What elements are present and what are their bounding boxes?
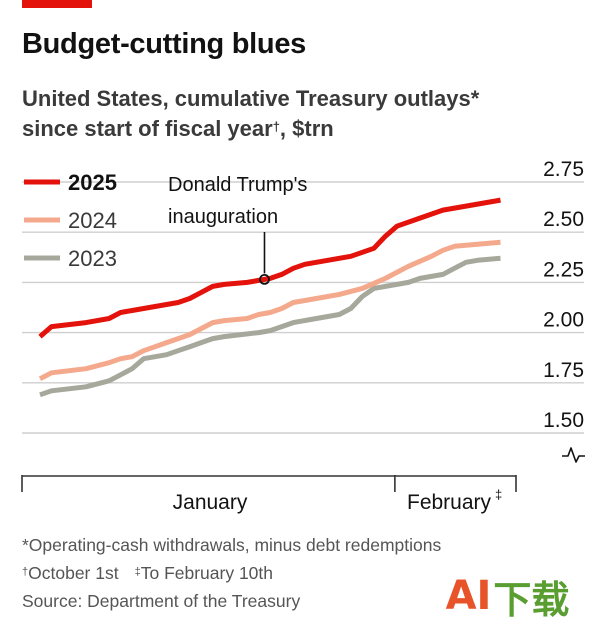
axis-break-icon <box>562 447 585 463</box>
legend: 2025 2024 2023 <box>24 170 117 271</box>
legend-label-2023: 2023 <box>68 246 117 271</box>
x-label-january: January <box>173 491 248 514</box>
subtitle-text: since start of fiscal year <box>22 116 273 141</box>
y-tick-label: 2.25 <box>543 258 584 281</box>
footnote-source: Source: Department of the Treasury <box>22 591 301 611</box>
y-tick-label: 2.00 <box>543 309 584 332</box>
annotation: Donald Trump's inauguration <box>168 174 307 285</box>
x-label-february-mark: ‡ <box>495 487 502 502</box>
legend-label-2025: 2025 <box>68 170 117 195</box>
x-label-february: February <box>407 491 492 514</box>
footnotes: *Operating-cash withdrawals, minus debt … <box>22 531 441 615</box>
series-line-2024 <box>38 239 501 382</box>
y-tick-labels: 1.50 1.75 2.00 2.25 2.50 2.75 <box>543 158 584 432</box>
subtitle-footnote-mark: † <box>272 119 280 134</box>
watermark-text: 下载 <box>493 577 570 622</box>
series-line-2023 <box>39 255 501 398</box>
brand-tag <box>22 0 92 8</box>
subtitle-line-1: United States, cumulative Treasury outla… <box>22 86 480 111</box>
chart-title: Budget-cutting blues <box>22 28 306 60</box>
footnote-outlays: *Operating-cash withdrawals, minus debt … <box>22 535 442 555</box>
footnote-february: To February 10th <box>140 563 274 583</box>
y-tick-label: 2.50 <box>543 208 584 231</box>
x-axis: January February ‡ <box>21 447 585 514</box>
gridlines <box>22 181 584 434</box>
y-tick-label: 1.50 <box>543 409 584 432</box>
annotation-text-line-2: inauguration <box>168 206 278 228</box>
chart-subtitle: United States, cumulative Treasury outla… <box>22 84 582 144</box>
watermark-letter-i: I <box>476 573 492 619</box>
subtitle-unit: , $trn <box>279 116 334 141</box>
annotation-marker <box>259 273 270 285</box>
watermark-letter-a: A <box>445 573 477 619</box>
footnote-mark-dagger: † <box>22 566 29 578</box>
footnote-dates: †October 1st ‡To February 10th <box>22 559 441 587</box>
line-chart: 1.50 1.75 2.00 2.25 2.50 2.75 2025 2024 2023 Do… <box>21 158 585 514</box>
footnote-october: October 1st <box>28 563 119 583</box>
series-line-2025 <box>38 197 501 339</box>
legend-label-2024: 2024 <box>68 208 117 233</box>
subtitle-line-2: since start of fiscal year†, $trn <box>22 114 582 144</box>
y-tick-label: 2.75 <box>543 158 584 181</box>
annotation-text-line-1: Donald Trump's <box>168 174 307 196</box>
footnote-mark-double-dagger: ‡ <box>134 566 141 578</box>
watermark-logo: A I 下载 <box>407 566 608 626</box>
series-lines <box>38 197 501 398</box>
y-tick-label: 1.75 <box>543 359 584 382</box>
